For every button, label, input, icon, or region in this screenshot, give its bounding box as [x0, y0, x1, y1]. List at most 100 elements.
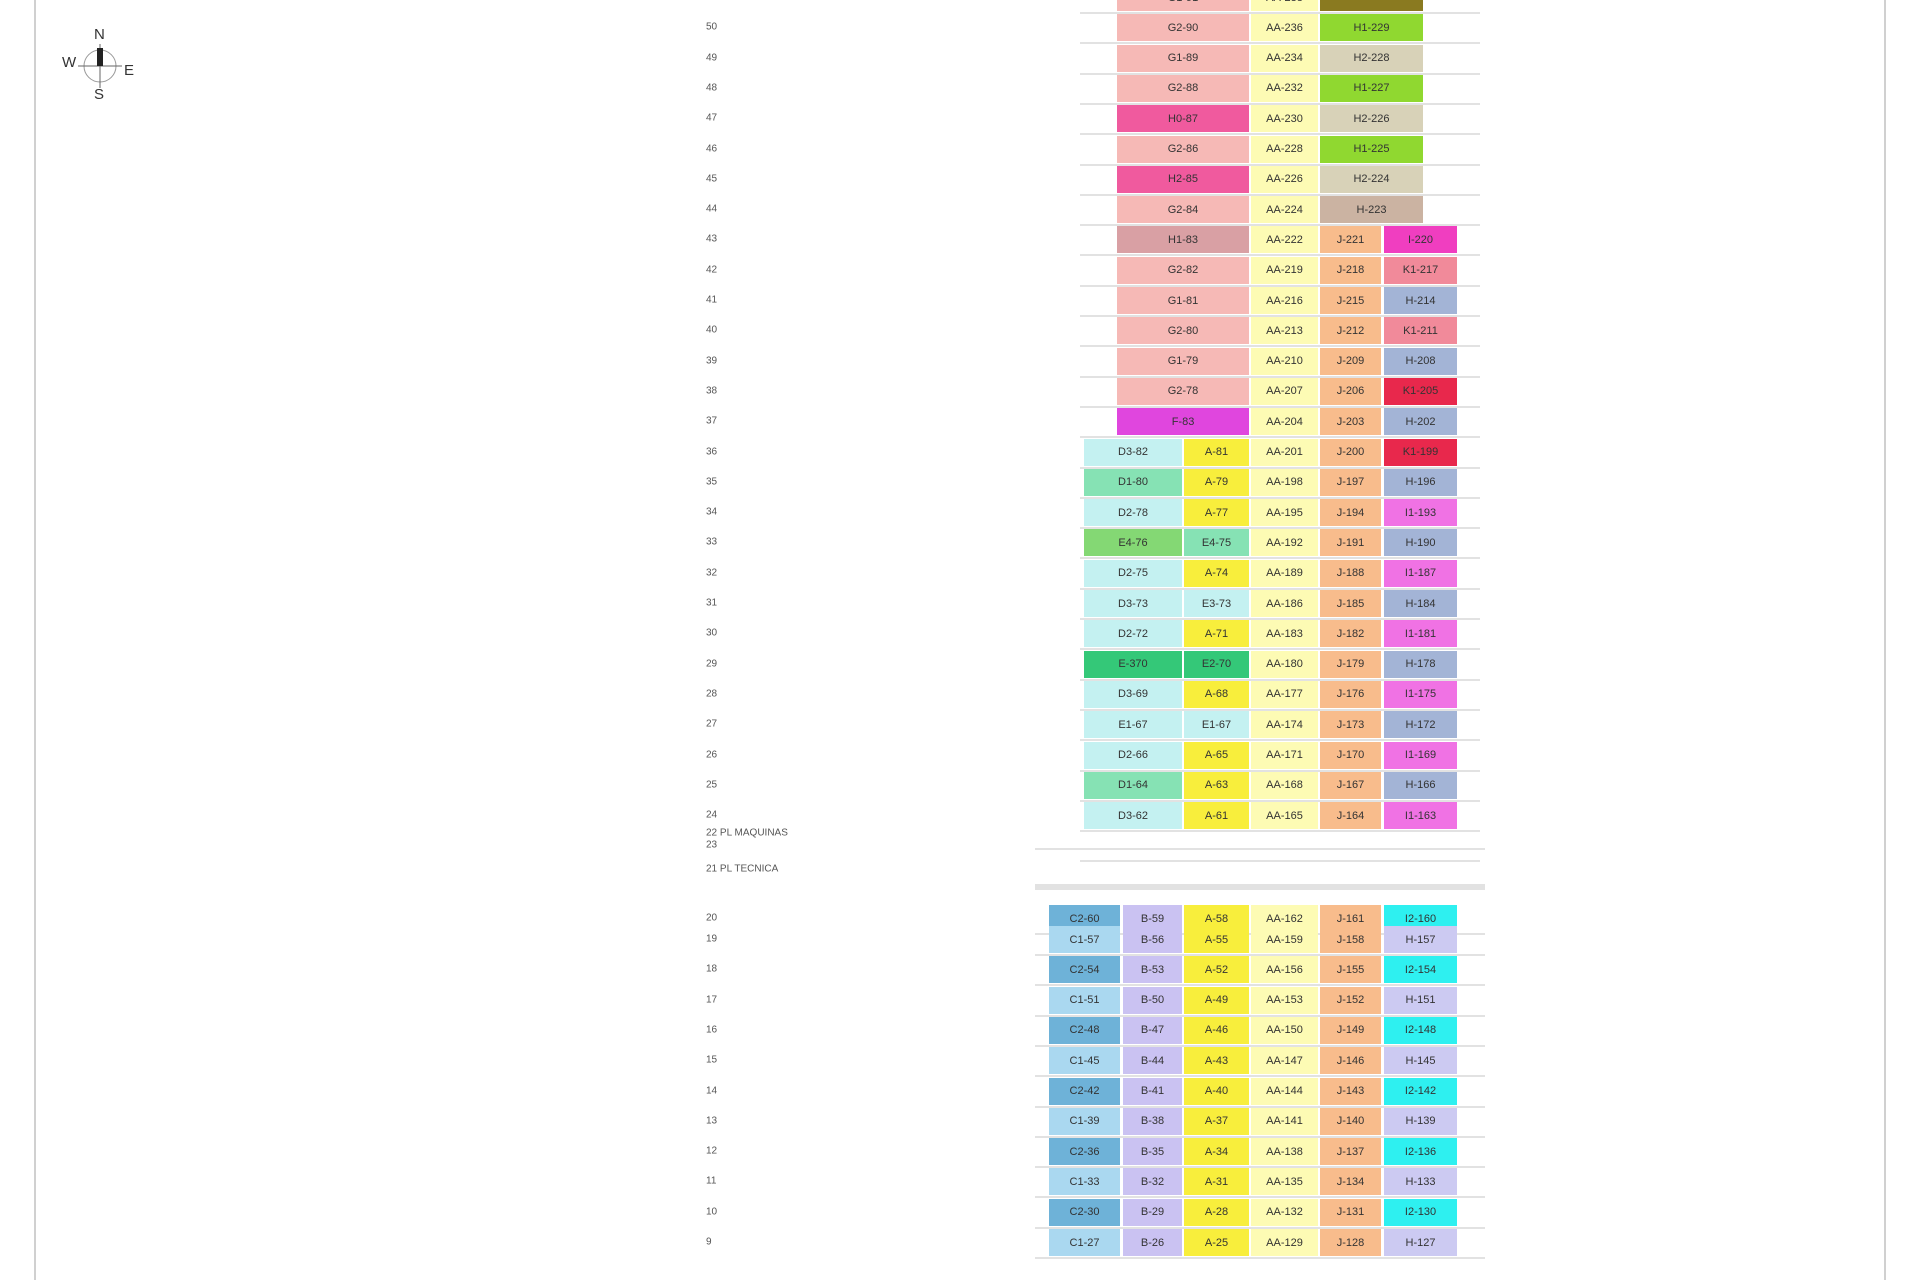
- unit-cell[interactable]: A-34: [1184, 1138, 1249, 1166]
- unit-cell[interactable]: D3-73: [1084, 590, 1182, 617]
- unit-cell[interactable]: K1-217: [1384, 256, 1457, 284]
- unit-cell[interactable]: AA-232: [1251, 74, 1318, 102]
- unit-cell[interactable]: A-43: [1184, 1047, 1249, 1075]
- unit-cell[interactable]: H2-224: [1320, 165, 1423, 193]
- unit-cell[interactable]: D1-64: [1084, 771, 1182, 799]
- unit-cell[interactable]: A-49: [1184, 986, 1249, 1014]
- unit-cell[interactable]: AA-159: [1251, 926, 1318, 953]
- unit-cell[interactable]: B-50: [1123, 986, 1182, 1014]
- unit-cell[interactable]: J-131: [1320, 1198, 1381, 1226]
- unit-cell[interactable]: H1-83: [1117, 226, 1249, 254]
- unit-cell[interactable]: J-197: [1320, 468, 1381, 496]
- unit-cell[interactable]: D2-72: [1084, 620, 1182, 648]
- unit-cell[interactable]: H-202: [1384, 408, 1457, 436]
- unit-cell[interactable]: AA-180: [1251, 650, 1318, 678]
- unit-cell[interactable]: J-149: [1320, 1016, 1381, 1044]
- unit-cell[interactable]: AA-171: [1251, 741, 1318, 769]
- unit-cell[interactable]: A-79: [1184, 468, 1249, 496]
- unit-cell[interactable]: E2-70: [1184, 650, 1249, 678]
- unit-cell[interactable]: B-32: [1123, 1168, 1182, 1196]
- unit-cell[interactable]: H-208: [1384, 347, 1457, 375]
- unit-cell[interactable]: J-140: [1320, 1107, 1381, 1135]
- unit-cell[interactable]: J-188: [1320, 559, 1381, 587]
- unit-cell[interactable]: B-29: [1123, 1198, 1182, 1226]
- unit-cell[interactable]: H-157: [1384, 926, 1457, 953]
- unit-cell[interactable]: AA-234: [1251, 44, 1318, 72]
- unit-cell[interactable]: H-145: [1384, 1047, 1457, 1075]
- unit-cell[interactable]: G2-78: [1117, 377, 1249, 405]
- unit-cell[interactable]: AA-168: [1251, 771, 1318, 799]
- unit-cell[interactable]: AA-141: [1251, 1107, 1318, 1135]
- unit-cell[interactable]: D1-80: [1084, 468, 1182, 496]
- unit-cell[interactable]: C2-42: [1049, 1077, 1120, 1105]
- unit-cell[interactable]: AA-192: [1251, 529, 1318, 557]
- unit-cell[interactable]: I1-169: [1384, 741, 1457, 769]
- unit-cell[interactable]: AA-153: [1251, 986, 1318, 1014]
- unit-cell[interactable]: B-56: [1123, 926, 1182, 953]
- unit-cell[interactable]: H0-87: [1117, 105, 1249, 133]
- unit-cell[interactable]: J-200: [1320, 438, 1381, 466]
- unit-cell[interactable]: AA-189: [1251, 559, 1318, 587]
- unit-cell[interactable]: AA-165: [1251, 802, 1318, 830]
- unit-cell[interactable]: C2-54: [1049, 956, 1120, 984]
- unit-cell[interactable]: AA-150: [1251, 1016, 1318, 1044]
- unit-cell[interactable]: J-212: [1320, 317, 1381, 345]
- unit-cell[interactable]: D3-69: [1084, 680, 1182, 708]
- unit-cell[interactable]: AA-228: [1251, 135, 1318, 163]
- unit-cell[interactable]: G1-79: [1117, 347, 1249, 375]
- unit-cell[interactable]: AA-210: [1251, 347, 1318, 375]
- unit-cell[interactable]: D3-82: [1084, 438, 1182, 466]
- unit-cell[interactable]: K1-211: [1384, 317, 1457, 345]
- unit-cell[interactable]: AA-226: [1251, 165, 1318, 193]
- unit-cell[interactable]: AA-177: [1251, 680, 1318, 708]
- unit-cell[interactable]: I2-130: [1384, 1198, 1457, 1226]
- unit-cell[interactable]: J-179: [1320, 650, 1381, 678]
- unit-cell[interactable]: J-146: [1320, 1047, 1381, 1075]
- unit-cell[interactable]: C1-33: [1049, 1168, 1120, 1196]
- unit-cell[interactable]: AA-230: [1251, 105, 1318, 133]
- unit-cell[interactable]: J-182: [1320, 620, 1381, 648]
- unit-cell[interactable]: K1-199: [1384, 438, 1457, 466]
- unit-cell[interactable]: I1-181: [1384, 620, 1457, 648]
- unit-cell[interactable]: A-25: [1184, 1229, 1249, 1256]
- unit-cell[interactable]: H-151: [1384, 986, 1457, 1014]
- unit-cell[interactable]: C1-51: [1049, 986, 1120, 1014]
- unit-cell[interactable]: H2-226: [1320, 105, 1423, 133]
- unit-cell[interactable]: G2-84: [1117, 196, 1249, 224]
- unit-cell[interactable]: AA-204: [1251, 408, 1318, 436]
- unit-cell[interactable]: A-52: [1184, 956, 1249, 984]
- unit-cell[interactable]: B-53: [1123, 956, 1182, 984]
- unit-cell[interactable]: A-55: [1184, 926, 1249, 953]
- unit-cell[interactable]: F-83: [1117, 408, 1249, 436]
- unit-cell[interactable]: A-71: [1184, 620, 1249, 648]
- unit-cell[interactable]: C2-30: [1049, 1198, 1120, 1226]
- unit-cell[interactable]: AA-186: [1251, 590, 1318, 617]
- unit-cell[interactable]: H-190: [1384, 529, 1457, 557]
- unit-cell[interactable]: AA-201: [1251, 438, 1318, 466]
- unit-cell[interactable]: B-35: [1123, 1138, 1182, 1166]
- unit-cell[interactable]: J-155: [1320, 956, 1381, 984]
- unit-cell[interactable]: H1-225: [1320, 135, 1423, 163]
- unit-cell[interactable]: AA-198: [1251, 468, 1318, 496]
- unit-cell[interactable]: A-46: [1184, 1016, 1249, 1044]
- unit-cell[interactable]: G2-88: [1117, 74, 1249, 102]
- unit-cell[interactable]: C1-27: [1049, 1229, 1120, 1256]
- unit-cell[interactable]: B-26: [1123, 1229, 1182, 1256]
- unit-cell[interactable]: J-173: [1320, 711, 1381, 739]
- unit-cell[interactable]: H1-227: [1320, 74, 1423, 102]
- unit-cell[interactable]: J-152: [1320, 986, 1381, 1014]
- unit-cell[interactable]: C2-48: [1049, 1016, 1120, 1044]
- unit-cell[interactable]: A-37: [1184, 1107, 1249, 1135]
- unit-cell[interactable]: H-214: [1384, 287, 1457, 314]
- unit-cell[interactable]: C2-36: [1049, 1138, 1120, 1166]
- unit-cell[interactable]: J-167: [1320, 771, 1381, 799]
- unit-cell[interactable]: G1-91: [1117, 0, 1249, 11]
- unit-cell[interactable]: AA-213: [1251, 317, 1318, 345]
- unit-cell[interactable]: H-133: [1384, 1168, 1457, 1196]
- unit-cell[interactable]: E1-67: [1184, 711, 1249, 739]
- unit-cell[interactable]: J-158: [1320, 926, 1381, 953]
- unit-cell[interactable]: J-194: [1320, 499, 1381, 527]
- unit-cell[interactable]: H-184: [1384, 590, 1457, 617]
- unit-cell[interactable]: J-128: [1320, 1229, 1381, 1256]
- unit-cell[interactable]: B-41: [1123, 1077, 1182, 1105]
